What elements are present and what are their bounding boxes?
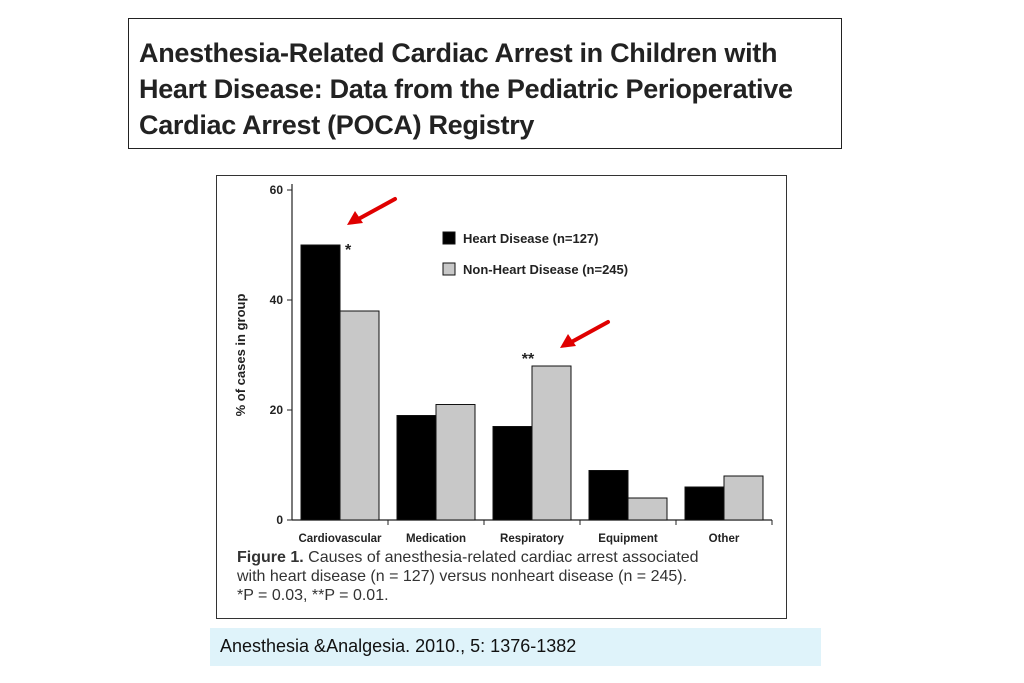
y-tick-label: 60 [270, 183, 284, 197]
y-tick-label: 40 [270, 293, 284, 307]
x-tick-label: Respiratory [500, 533, 565, 545]
legend-swatch [442, 262, 456, 276]
slide-title-box: Anesthesia-Related Cardiac Arrest in Chi… [128, 18, 842, 149]
legend-swatch [442, 231, 456, 245]
bar-heart-disease [492, 426, 533, 521]
bar-heart-disease [300, 244, 341, 521]
red-arrow-head-icon [560, 334, 576, 348]
bar-chart: 0 20 40 60 % of cases in group Cardiovascular… [233, 183, 773, 545]
figure-caption-line-1: Causes of anesthesia-related cardiac arr… [308, 549, 699, 566]
citation-banner: Anesthesia &Analgesia. 2010., 5: 1376-13… [210, 628, 821, 666]
legend-label: Non-Heart Disease (n=245) [463, 262, 628, 277]
bar-non-heart-disease [723, 475, 764, 521]
slide-title-line-1: Anesthesia-Related Cardiac Arrest in Chi… [139, 38, 778, 68]
figure-caption: Figure 1. Causes of anesthesia-related c… [237, 548, 782, 605]
slide-title-line-2: Heart Disease: Data from the Pediatric P… [139, 74, 793, 104]
y-tick-label: 0 [276, 513, 283, 527]
bar-heart-disease [396, 415, 437, 521]
bar-non-heart-disease [339, 310, 380, 521]
figure-caption-label: Figure 1. [237, 549, 304, 566]
significance-marker: ** [522, 351, 535, 368]
figure-panel: 0 20 40 60 % of cases in group Cardiovascular… [216, 175, 787, 619]
figure-caption-line-3: *P = 0.03, **P = 0.01. [237, 587, 389, 604]
bar-non-heart-disease [435, 404, 476, 521]
bar-non-heart-disease [627, 497, 668, 521]
x-tick-label: Cardiovascular [298, 533, 382, 545]
x-tick-label: Other [709, 533, 740, 545]
legend-label: Heart Disease (n=127) [463, 231, 599, 246]
bar-heart-disease [588, 470, 629, 521]
x-tick-label: Medication [406, 533, 466, 545]
red-arrow-icon [351, 197, 397, 224]
red-arrow-head-icon [347, 211, 363, 225]
significance-marker: * [345, 242, 352, 259]
figure-caption-line-2: with heart disease (n = 127) versus nonh… [237, 568, 688, 585]
red-arrow-icon [564, 320, 610, 347]
slide-title-line-3: Cardiac Arrest (POCA) Registry [139, 110, 535, 140]
bar-non-heart-disease [531, 365, 572, 521]
x-tick-label: Equipment [598, 533, 658, 545]
y-tick-label: 20 [270, 403, 284, 417]
y-axis-label: % of cases in group [233, 294, 248, 417]
bar-heart-disease [684, 486, 725, 521]
